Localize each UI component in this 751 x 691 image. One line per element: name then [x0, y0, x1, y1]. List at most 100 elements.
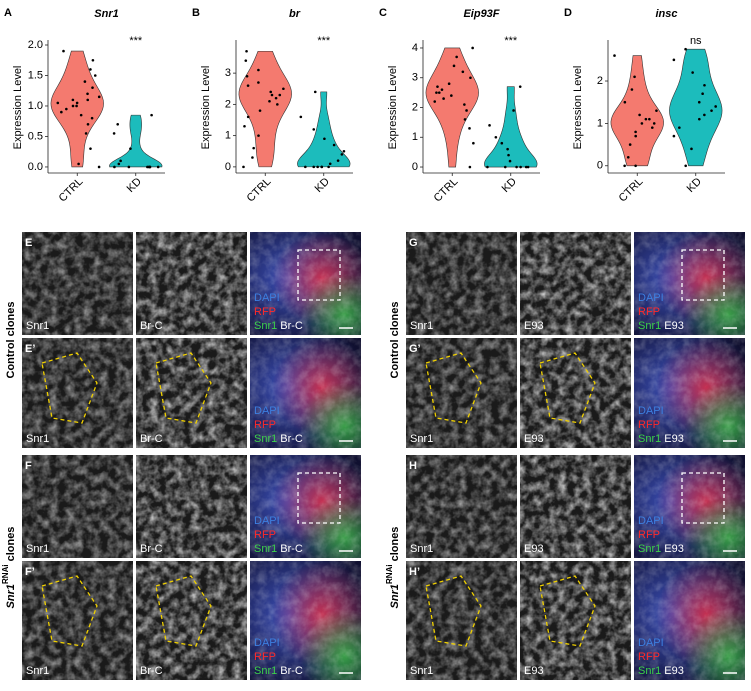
micrograph-texture — [136, 455, 247, 558]
data-point — [672, 134, 676, 138]
merge-white-label: E93 — [664, 543, 684, 555]
y-axis-label: Expression Level — [387, 66, 399, 150]
clone-outline — [41, 575, 98, 647]
data-point — [468, 127, 471, 130]
zoom-box — [681, 249, 725, 301]
data-point — [634, 134, 638, 138]
data-point — [442, 97, 445, 100]
panel-letter: E’ — [25, 343, 35, 355]
micrograph-texture — [520, 455, 631, 558]
data-point — [452, 64, 456, 68]
channel-label: E93 — [524, 665, 544, 677]
violin — [238, 50, 292, 168]
merge-label: DAPI — [638, 405, 664, 417]
merge-green-label: Snr1 — [638, 543, 661, 555]
data-point — [472, 141, 475, 145]
y-axis-label: Expression Level — [12, 66, 24, 150]
data-point — [503, 165, 507, 169]
channel-label: Snr1 — [26, 543, 49, 555]
data-point — [327, 165, 330, 169]
data-point — [65, 107, 68, 111]
data-point — [242, 165, 245, 169]
data-point — [515, 165, 518, 169]
data-point — [437, 91, 441, 94]
y-tick-label: 4 — [412, 42, 418, 54]
x-tick-label: KD — [685, 176, 704, 195]
data-point — [628, 143, 632, 146]
data-point — [79, 113, 83, 117]
merge-label: DAPI — [254, 405, 280, 417]
clone-outline — [155, 575, 212, 647]
x-tick-label: KD — [125, 176, 144, 195]
y-tick-label: 2 — [412, 101, 418, 113]
data-point — [282, 87, 285, 91]
data-point — [129, 147, 132, 150]
merge-label: DAPI — [254, 637, 280, 649]
merge-label: RFP — [638, 306, 660, 318]
data-point — [336, 159, 340, 162]
merge-white-label: E93 — [664, 665, 684, 677]
y-axis-label: Expression Level — [200, 66, 212, 150]
merge-green-label: Snr1 — [254, 320, 277, 332]
zoom-box — [297, 472, 341, 524]
data-point — [710, 109, 713, 112]
data-point — [518, 85, 522, 88]
data-point — [436, 85, 439, 88]
data-point — [678, 126, 681, 129]
merge-white-label: Br-C — [280, 433, 303, 445]
data-point — [269, 90, 273, 94]
merge-label: Snr1 E93 — [638, 665, 684, 677]
data-point — [672, 58, 676, 62]
merge-label: DAPI — [254, 292, 280, 304]
data-point — [655, 109, 658, 112]
y-tick-label: 1 — [597, 117, 603, 129]
data-point — [630, 88, 634, 91]
clone-outline — [425, 575, 482, 647]
group-label: Snr1RNAi clones — [1, 527, 17, 609]
data-point — [71, 104, 75, 108]
y-tick-label: 2 — [225, 98, 231, 110]
data-point — [75, 104, 78, 108]
micrograph-texture — [136, 561, 247, 680]
panel-letter: H’ — [409, 566, 420, 578]
data-point — [90, 116, 94, 120]
merge-green-label: Snr1 — [638, 433, 661, 445]
data-point — [684, 164, 687, 168]
channel-label: Snr1 — [410, 320, 433, 332]
data-point — [648, 117, 651, 121]
y-tick-label: 1 — [225, 130, 231, 142]
micrograph-texture — [22, 338, 133, 448]
channel-label: Snr1 — [410, 433, 433, 445]
data-point — [512, 109, 515, 112]
data-point — [71, 98, 75, 102]
data-point — [257, 134, 260, 137]
data-point — [526, 165, 530, 169]
data-point — [97, 165, 101, 169]
data-point — [246, 115, 250, 119]
data-point — [626, 155, 630, 159]
merge-white-label: Br-C — [280, 665, 303, 677]
merge-label: DAPI — [638, 637, 664, 649]
data-point — [252, 146, 255, 150]
panel-letter: G — [409, 237, 418, 249]
panel-letter: C — [379, 7, 387, 19]
data-point — [156, 165, 160, 169]
channel-label: Br-C — [140, 543, 163, 555]
merge-label: DAPI — [638, 292, 664, 304]
data-point — [316, 165, 319, 169]
merge-label: Snr1 E93 — [638, 320, 684, 332]
merge-label: Snr1 Br-C — [254, 665, 303, 677]
panel-letter: B — [192, 7, 200, 19]
data-point — [447, 82, 451, 85]
data-point — [623, 164, 626, 168]
merge-white-label: E93 — [664, 320, 684, 332]
data-point — [486, 165, 489, 169]
merge-texture — [634, 455, 745, 558]
channel-label: Snr1 — [410, 543, 433, 555]
chart-title: insc — [655, 8, 677, 20]
data-point — [268, 99, 271, 103]
merge-green-label: Snr1 — [254, 543, 277, 555]
merge-label: Snr1 Br-C — [254, 543, 303, 555]
y-tick-label: 2 — [597, 75, 603, 87]
channel-label: Snr1 — [26, 665, 49, 677]
